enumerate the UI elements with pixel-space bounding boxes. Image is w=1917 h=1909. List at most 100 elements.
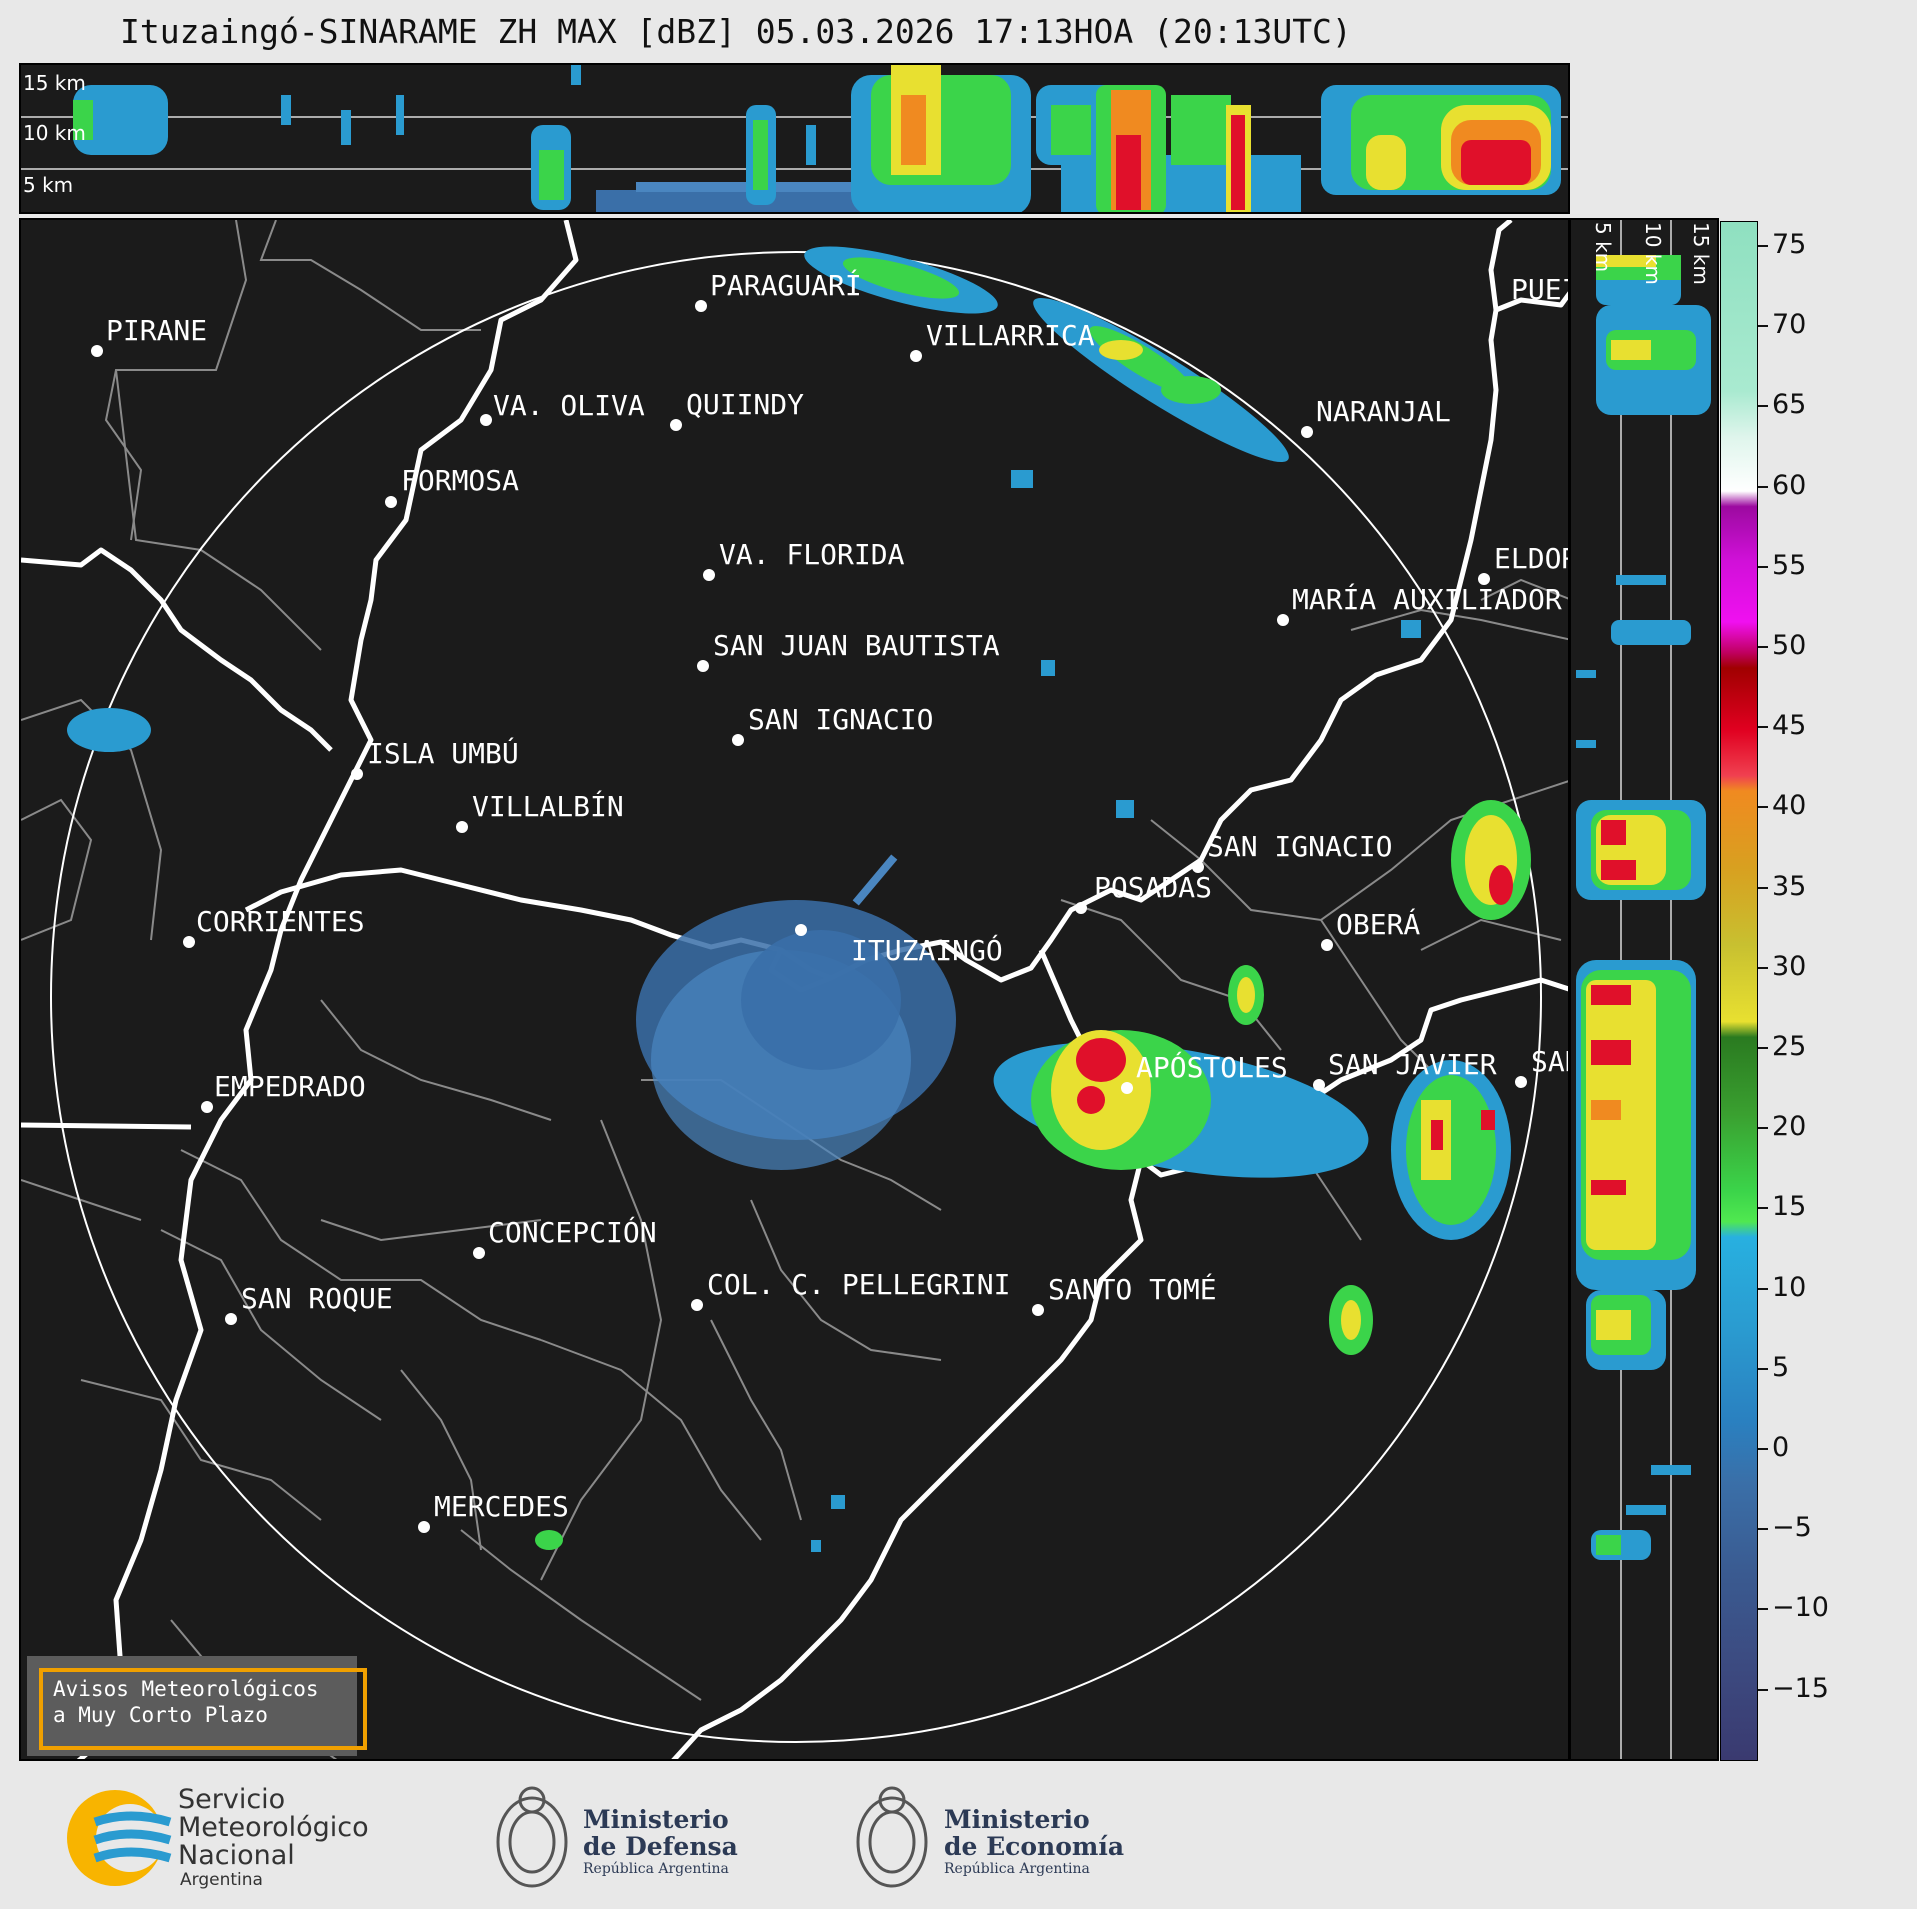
- city-label: ISLA UMBÚ: [367, 736, 519, 770]
- warning-line-2: a Muy Corto Plazo: [53, 1703, 268, 1727]
- radar-map-panel: PARAGUARÍ PIRANE VILLARRICA VA. OLIVA QU…: [19, 218, 1570, 1761]
- city-label: CORRIENTES: [196, 905, 365, 938]
- warning-box-inner: Avisos Meteorológicos a Muy Corto Plazo: [39, 1668, 367, 1750]
- colorbar-tick-label: 55: [1772, 549, 1807, 581]
- colorbar-tick-label: 15: [1772, 1191, 1807, 1223]
- echo-cell: [1366, 135, 1406, 190]
- city-label: EMPEDRADO: [214, 1070, 366, 1103]
- city-label: APÓSTOLES: [1136, 1050, 1288, 1084]
- echo-cell: [806, 125, 816, 165]
- echo-cell: [1461, 140, 1531, 185]
- altitude-label-15km: 15 km: [1689, 222, 1713, 285]
- echo-cell: [73, 100, 93, 140]
- colorbar-tick-label: 45: [1772, 710, 1807, 742]
- right-cross-section-plot: [1576, 220, 1711, 1759]
- colorbar-tick-label: 50: [1772, 630, 1807, 661]
- echo-cell: [281, 95, 291, 125]
- echo-strip: [636, 182, 936, 192]
- city-label: OBERÁ: [1336, 907, 1420, 941]
- city-label: ELDOR: [1494, 542, 1570, 575]
- warning-box[interactable]: Avisos Meteorológicos a Muy Corto Plazo: [27, 1656, 367, 1756]
- colorbar-tick-label: 30: [1772, 950, 1807, 982]
- colorbar-tick: [1758, 806, 1768, 809]
- echo-cell: [753, 120, 768, 190]
- colorbar-tick: [1758, 485, 1768, 488]
- top-cross-section-plot: [21, 65, 1568, 212]
- city-label: SAN ROQUE: [241, 1282, 393, 1315]
- colorbar-tick: [1758, 405, 1768, 408]
- city-label: CONCEPCIÓN: [488, 1215, 657, 1249]
- colorbar-tick-label: 35: [1772, 870, 1807, 902]
- colorbar-tick: [1758, 1448, 1768, 1450]
- city-label: VILLALBÍN: [472, 789, 624, 823]
- defensa-line: de Defensa: [583, 1832, 738, 1861]
- colorbar-tick: [1758, 646, 1768, 648]
- colorbar-tick-label: −10: [1772, 1592, 1829, 1624]
- colorbar: [1720, 221, 1758, 1761]
- city-label: QUIINDY: [686, 388, 804, 421]
- echo-cell: [341, 110, 351, 145]
- colorbar-tick-label: 60: [1772, 469, 1807, 501]
- colorbar-tick-label: 5: [1772, 1351, 1790, 1383]
- altitude-label-10km: 10 km: [23, 121, 86, 145]
- city-label: ITUZAINGÓ: [851, 933, 1003, 967]
- city-label: VA. OLIVA: [493, 389, 645, 422]
- economia-line: de Economía: [944, 1832, 1125, 1861]
- smn-line: Argentina: [180, 1870, 263, 1890]
- echo-cell: [901, 95, 926, 165]
- city-label: SAN IGNACIO: [1207, 830, 1392, 863]
- colorbar-tick: [1758, 1287, 1768, 1290]
- echo-cell: [1231, 115, 1245, 210]
- colorbar-tick-label: 65: [1772, 389, 1807, 421]
- colorbar-tick: [1758, 726, 1768, 729]
- echo-cell: [1116, 135, 1141, 210]
- smn-line: Meteorológico: [178, 1812, 369, 1843]
- colorbar-tick: [1758, 1127, 1768, 1130]
- defensa-shield-icon: [496, 1786, 568, 1888]
- colorbar-tick-label: −15: [1772, 1672, 1829, 1704]
- economia-shield-icon: [856, 1786, 928, 1888]
- city-label: VA. FLORIDA: [719, 538, 905, 571]
- city-label: SANTO TOMÉ: [1048, 1272, 1217, 1306]
- city-label: POSADAS: [1094, 871, 1212, 904]
- top-cross-section-panel: 15 km 10 km 5 km: [19, 63, 1570, 214]
- smn-logo-icon: [67, 1790, 172, 1886]
- echo-cell: [73, 85, 168, 155]
- ground-clutter: [636, 854, 956, 1170]
- footer: Servicio Meteorológico Nacional Argentin…: [0, 1762, 1917, 1909]
- right-cross-section-panel: 5 km 10 km 15 km: [1569, 218, 1719, 1761]
- map-title: Ituzaingó-SINARAME ZH MAX [dBZ] 05.03.20…: [120, 12, 1352, 51]
- city-label: VILLARRICA: [926, 319, 1095, 352]
- economia-line: Ministerio: [944, 1805, 1090, 1834]
- city-label: MARÍA AUXILIADOR: [1292, 582, 1562, 616]
- city-labels: PARAGUARÍ PIRANE VILLARRICA VA. OLIVA QU…: [106, 268, 1570, 1523]
- echo-cell: [571, 65, 581, 85]
- warning-line-1: Avisos Meteorológicos: [53, 1677, 319, 1701]
- city-label: PARAGUARÍ: [710, 268, 862, 302]
- colorbar-tick: [1758, 1528, 1768, 1531]
- altitude-label-10km: 10 km: [1641, 222, 1665, 285]
- colorbar-tick-label: 40: [1772, 790, 1807, 822]
- city-label: SAN JUAN BAUTISTA: [713, 629, 1000, 662]
- city-label: SAN JAVIER: [1328, 1048, 1497, 1081]
- colorbar-tick: [1758, 966, 1768, 969]
- economia-line: República Argentina: [944, 1861, 1090, 1877]
- colorbar-tick: [1758, 1367, 1768, 1370]
- smn-logo-text: Servicio Meteorológico Nacional Argentin…: [178, 1786, 369, 1891]
- city-label: FORMOSA: [401, 464, 519, 497]
- city-markers: [91, 300, 1527, 1533]
- defensa-logo-text: Ministerio de Defensa República Argentin…: [583, 1806, 738, 1878]
- colorbar-tick: [1758, 245, 1768, 247]
- colorbar-tick: [1758, 1047, 1768, 1049]
- colorbar-tick: [1758, 1688, 1768, 1691]
- colorbar-tick: [1758, 1608, 1768, 1611]
- echo-cell: [1051, 105, 1091, 155]
- colorbar-tick: [1758, 325, 1768, 328]
- altitude-label-5km: 5 km: [23, 173, 74, 197]
- defensa-line: Ministerio: [583, 1805, 729, 1834]
- range-ring: [50, 251, 1542, 1743]
- colorbar-tick: [1758, 1207, 1768, 1210]
- city-label: PIRANE: [106, 314, 207, 347]
- colorbar-tick: [1758, 565, 1768, 568]
- city-label: NARANJAL: [1316, 395, 1451, 428]
